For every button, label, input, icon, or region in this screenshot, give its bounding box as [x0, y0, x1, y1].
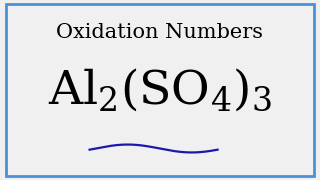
Text: Oxidation Numbers: Oxidation Numbers: [57, 23, 263, 42]
Text: $\mathregular{Al_2(SO_4)_3}$: $\mathregular{Al_2(SO_4)_3}$: [48, 67, 272, 113]
